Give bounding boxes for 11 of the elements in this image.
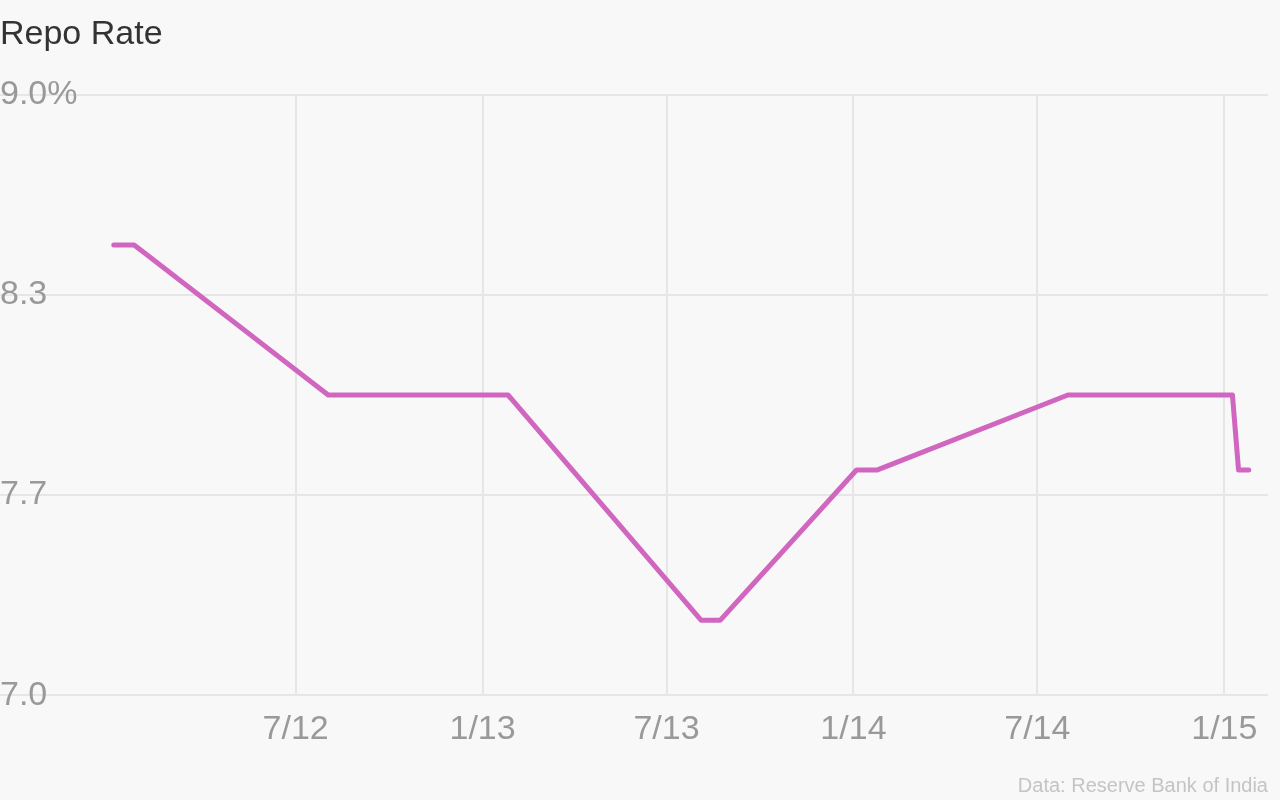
chart-title: Repo Rate: [0, 12, 163, 51]
x-tick-label: 7/13: [633, 707, 700, 746]
x-tick-label: 7/14: [1004, 707, 1071, 746]
y-tick-label: 7.7: [0, 473, 48, 512]
x-tick-label: 1/13: [449, 707, 516, 746]
x-tick-label: 1/14: [820, 707, 887, 746]
y-tick-label: 9.0%: [0, 73, 78, 112]
x-tick-label: 7/12: [262, 707, 329, 746]
y-tick-label: 8.3: [0, 273, 48, 312]
x-tick-label: 1/15: [1191, 707, 1258, 746]
y-tick-label: 7.0: [0, 673, 48, 712]
